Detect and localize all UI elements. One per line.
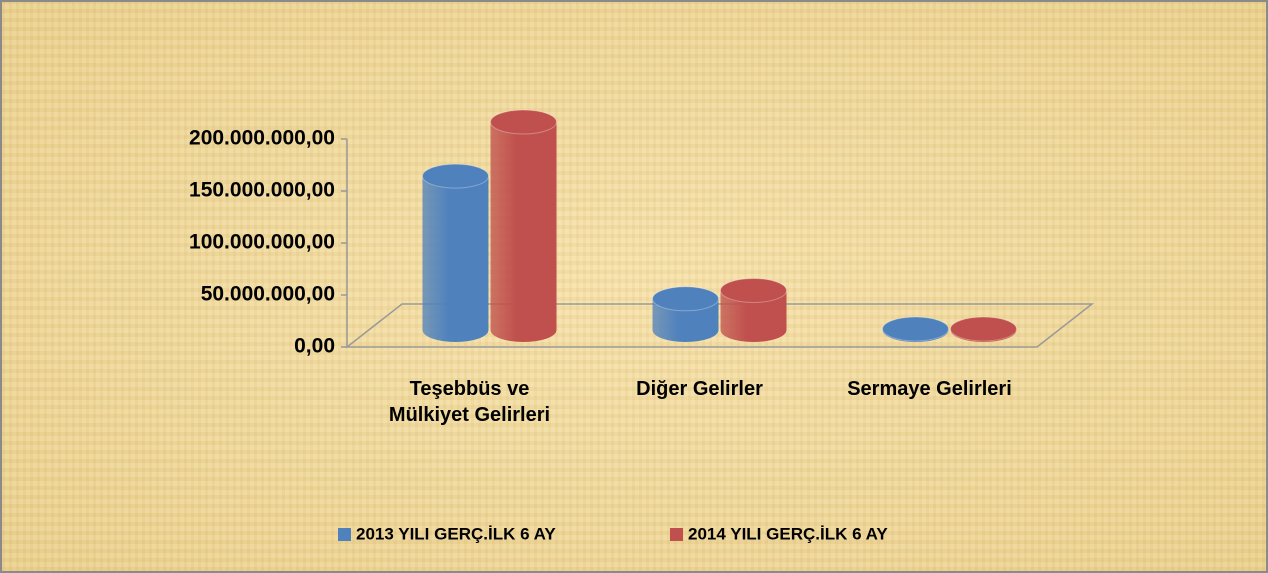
bar	[950, 316, 1017, 342]
legend-label: 2013 YILI GERÇ.İLK 6 AY	[356, 524, 556, 543]
bar	[882, 316, 949, 342]
x-tick-label: Sermaye Gelirleri	[847, 378, 1012, 400]
y-tick-label: 200.000.000,00	[189, 127, 335, 150]
x-tick-label: Diğer Gelirler	[636, 378, 763, 400]
legend-label: 2014 YILI GERÇ.İLK 6 AY	[688, 524, 888, 543]
bar	[422, 163, 489, 342]
bar	[720, 277, 787, 342]
y-tick-label: 150.000.000,00	[189, 179, 335, 202]
x-tick-label: Teşebbüs ve Mülkiyet Gelirleri	[388, 378, 551, 426]
bar	[490, 109, 557, 342]
floor	[344, 303, 1095, 348]
y-tick-label: 50.000.000,00	[201, 283, 335, 306]
y-tick-label: 100.000.000,00	[189, 231, 335, 254]
y-tick-label: 0,00	[294, 335, 335, 358]
bar	[652, 286, 719, 342]
legend-swatch	[338, 528, 351, 541]
legend-swatch	[670, 528, 683, 541]
